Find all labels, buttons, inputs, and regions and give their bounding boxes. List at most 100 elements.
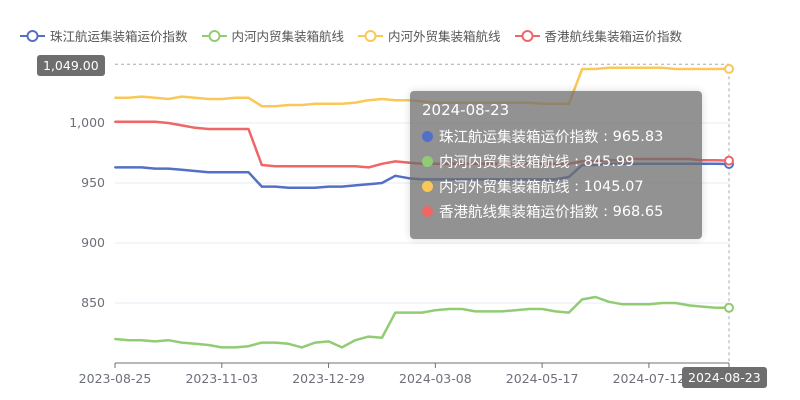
tooltip-value: 1045.07 [583,178,644,195]
data-point [701,305,704,308]
data-point [180,168,183,171]
legend-item-inland-domestic[interactable]: 内河内贸集装箱航线 [201,26,345,45]
legend-item-inland-foreign[interactable]: 内河外贸集装箱航线 [358,26,501,45]
data-point [207,128,210,130]
data-point [541,308,544,310]
tooltip-row: 内河外贸集装箱航线 : 1045.07 [422,174,690,199]
data-point [380,98,383,100]
y-tick-label: 850 [81,295,105,310]
data-point [314,102,317,105]
data-point [354,184,357,187]
data-point [581,298,584,301]
data-point [154,120,157,123]
legend-label: 香港航线集装箱运价指数 [544,29,683,44]
data-point [127,339,130,342]
data-point [220,346,223,349]
y-tick-label: 900 [81,235,105,250]
data-point [287,186,290,189]
data-point [621,66,624,69]
data-point [274,165,277,168]
data-point [567,311,570,314]
data-point [340,346,343,349]
legend-label: 内河外贸集装箱航线 [388,29,501,44]
data-point [327,185,330,188]
legend-item-hongkong[interactable]: 香港航线集装箱运价指数 [514,26,683,45]
data-point-highlight [724,302,734,313]
data-point [287,104,290,106]
data-point [260,164,263,166]
data-point [180,341,183,344]
data-point [327,165,330,168]
series-line [114,295,730,349]
data-point [220,171,223,174]
data-point [114,338,116,340]
data-point [247,96,250,99]
data-point [701,68,704,70]
data-point [447,308,450,310]
data-point [154,167,157,170]
data-point [714,162,717,165]
data-point [581,68,584,70]
legend-line-circle-icon [514,29,540,42]
data-point [300,165,303,168]
series-dot-icon [422,131,433,142]
data-point [194,342,197,345]
tooltip-row: 香港航线集装箱运价指数 : 968.65 [422,199,690,224]
data-point [300,186,303,189]
tooltip-series-name: 内河内贸集装箱航线 [439,155,570,171]
data-point [674,302,677,304]
data-point [487,310,490,313]
legend-line-circle-icon [201,29,227,42]
x-tick-label: 2023-11-03 [185,371,258,386]
data-point [354,165,357,168]
data-point [207,344,210,346]
data-point [714,68,717,70]
data-point [594,296,597,298]
tooltip-value: 845.99 [583,153,635,170]
data-point [220,98,223,100]
data-point [340,185,343,188]
data-point [394,99,397,102]
data-point [634,66,637,69]
data-point [140,166,143,169]
legend-item-zhujiang[interactable]: 珠江航运集装箱运价指数 [20,26,188,45]
axis-pointer-x-label: 2024-08-23 [682,367,767,388]
data-point [461,308,464,310]
data-point [327,102,330,105]
x-tick-label: 2023-08-25 [79,371,152,386]
data-point [514,309,517,312]
x-tick-label: 2024-07-12 [613,371,686,386]
data-point [434,309,437,312]
data-point [394,160,397,163]
data-point [607,300,610,303]
tooltip-row: 珠江航运集装箱运价指数 : 965.83 [422,124,690,149]
tooltip: 2024-08-23 珠江航运集装箱运价指数 : 965.83 内河内贸集装箱航… [410,91,702,239]
data-point [367,166,370,169]
data-point [554,310,557,313]
y-tick-label: 950 [81,175,105,190]
data-point [194,126,197,129]
legend-line-circle-icon [20,29,45,42]
data-point [300,346,303,349]
data-point [274,105,277,108]
data-point [340,165,343,168]
data-point [661,302,664,304]
tooltip-row: 内河内贸集装箱航线 : 845.99 [422,149,690,174]
axis-pointer-y-label: 1,049.00 [37,55,105,76]
data-point [220,128,223,130]
data-point [274,341,277,344]
data-point [127,166,130,169]
series-dot-icon [422,181,433,192]
data-point [167,98,170,100]
tooltip-value: 965.83 [612,128,664,145]
legend-label: 内河内贸集装箱航线 [231,29,345,44]
legend: 珠江航运集装箱运价指数 内河内贸集装箱航线 内河外贸集装箱航线 香港航线集装箱运… [20,26,682,45]
data-point [167,339,170,342]
data-point [327,340,330,343]
data-point [180,124,183,127]
data-point [314,186,317,189]
data-point [140,95,143,98]
x-tick-label: 2024-03-08 [399,371,472,386]
data-point [354,339,357,342]
data-point [260,341,263,344]
